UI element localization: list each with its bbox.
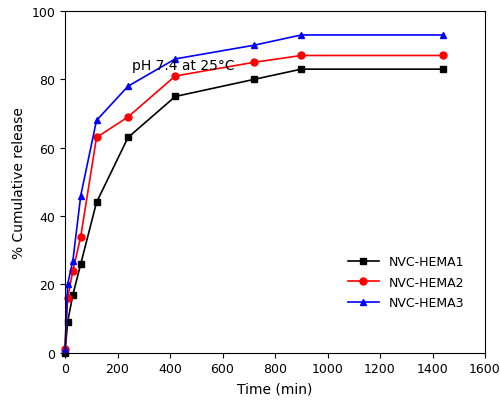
NVC-HEMA2 — [94, 136, 100, 141]
NVC-HEMA3 — [440, 33, 446, 38]
NVC-HEMA1 — [62, 350, 68, 355]
NVC-HEMA3 — [172, 57, 178, 62]
Text: pH 7.4 at 25°C: pH 7.4 at 25°C — [132, 59, 235, 73]
Legend: NVC-HEMA1, NVC-HEMA2, NVC-HEMA3: NVC-HEMA1, NVC-HEMA2, NVC-HEMA3 — [338, 245, 474, 319]
NVC-HEMA3 — [62, 347, 68, 352]
NVC-HEMA1 — [94, 200, 100, 205]
NVC-HEMA2 — [70, 269, 76, 273]
NVC-HEMA2 — [172, 75, 178, 79]
NVC-HEMA3 — [94, 119, 100, 124]
NVC-HEMA1 — [298, 67, 304, 72]
NVC-HEMA3 — [251, 44, 257, 49]
NVC-HEMA1 — [64, 320, 70, 325]
Line: NVC-HEMA2: NVC-HEMA2 — [62, 53, 446, 353]
NVC-HEMA1 — [440, 67, 446, 72]
NVC-HEMA1 — [172, 95, 178, 99]
NVC-HEMA3 — [70, 259, 76, 263]
Line: NVC-HEMA1: NVC-HEMA1 — [62, 67, 446, 356]
NVC-HEMA3 — [64, 282, 70, 287]
NVC-HEMA2 — [298, 54, 304, 59]
NVC-HEMA2 — [251, 61, 257, 65]
NVC-HEMA1 — [78, 262, 84, 267]
Line: NVC-HEMA3: NVC-HEMA3 — [62, 32, 446, 353]
NVC-HEMA2 — [78, 235, 84, 239]
NVC-HEMA2 — [62, 347, 68, 352]
NVC-HEMA3 — [78, 194, 84, 198]
NVC-HEMA1 — [125, 136, 131, 141]
Y-axis label: % Cumulative release: % Cumulative release — [12, 107, 26, 258]
NVC-HEMA1 — [251, 78, 257, 83]
NVC-HEMA2 — [125, 115, 131, 120]
NVC-HEMA2 — [64, 296, 70, 301]
NVC-HEMA1 — [70, 293, 76, 298]
X-axis label: Time (min): Time (min) — [238, 381, 312, 395]
NVC-HEMA3 — [125, 85, 131, 89]
NVC-HEMA2 — [440, 54, 446, 59]
NVC-HEMA3 — [298, 33, 304, 38]
